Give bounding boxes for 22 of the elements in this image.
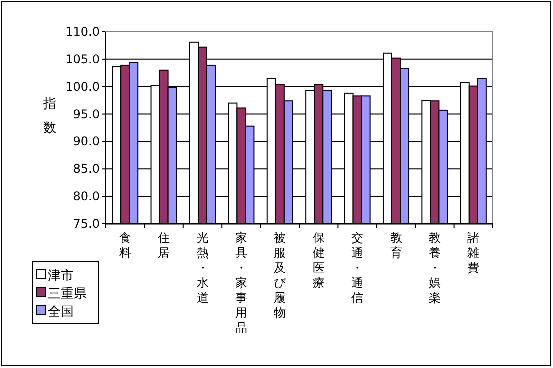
legend-label: 三重県 [48, 287, 87, 302]
x-tick-label: 保健医療 [312, 231, 325, 290]
x-tick-label: 家具・家事用品 [235, 231, 248, 335]
x-tick-label: 諸雑費 [468, 231, 480, 275]
legend-label: 全国 [48, 305, 74, 320]
x-tick-label: 教育 [390, 231, 402, 260]
x-tick-label: 光熱・水道 [196, 231, 209, 305]
x-tick-label: 教養・娯楽 [428, 231, 441, 305]
y-tick-label: 90.0 [73, 134, 100, 149]
y-tick-label: 100.0 [66, 80, 100, 94]
legend-label: 津市 [48, 269, 74, 284]
x-tick-label: 住居 [157, 231, 170, 260]
x-tick-label: 食料 [119, 231, 132, 260]
y-axis-title: 指数 [42, 97, 56, 136]
y-tick-label: 85.0 [73, 162, 100, 176]
y-tick-label: 105.0 [66, 52, 100, 66]
y-tick-label: 80.0 [73, 190, 100, 204]
y-tick-label: 75.0 [73, 217, 100, 231]
y-tick-label: 95.0 [73, 107, 100, 122]
x-tick-label: 被服及び履物 [274, 231, 288, 320]
y-tick-label: 110.0 [66, 25, 100, 39]
x-tick-label: 交通・通信 [352, 231, 364, 305]
